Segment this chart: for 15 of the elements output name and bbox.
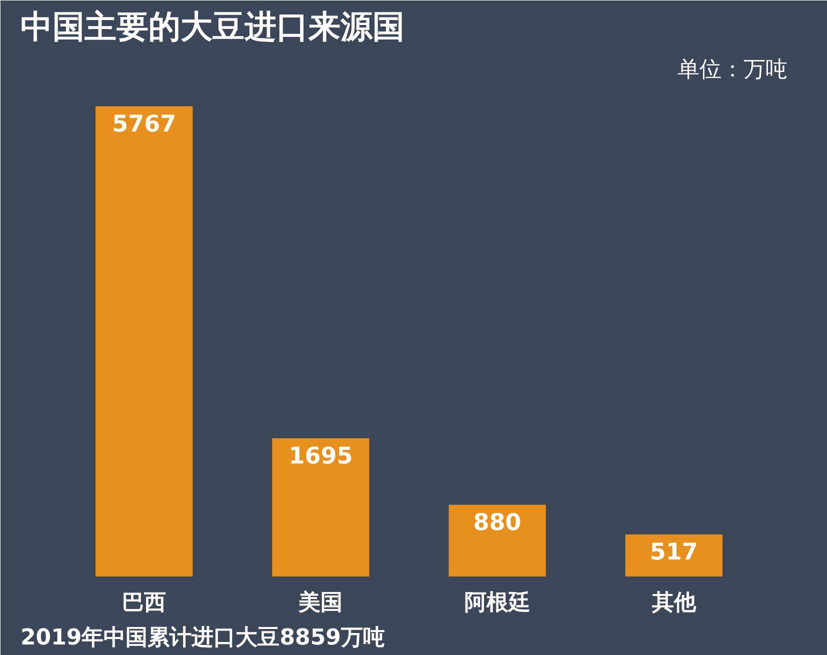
- data-label: 1695: [288, 443, 353, 470]
- chart-title: 中国主要的大豆进口来源国: [20, 8, 404, 46]
- bar: [625, 534, 722, 576]
- x-tick-label: 阿根廷: [464, 590, 530, 616]
- data-label: 880: [473, 510, 522, 536]
- bar: [448, 504, 546, 576]
- bar: [96, 106, 193, 576]
- x-tick-label: 美国: [298, 590, 343, 616]
- data-label: 5767: [112, 111, 176, 138]
- data-label: 517: [650, 539, 698, 566]
- x-tick-label: 巴西: [122, 590, 166, 616]
- x-tick-label: 其他: [650, 590, 697, 616]
- text: 2019年中国累计进口大豆8859万吨: [20, 626, 385, 650]
- bar: [272, 438, 370, 576]
- text: 单位：万吨: [678, 58, 788, 82]
